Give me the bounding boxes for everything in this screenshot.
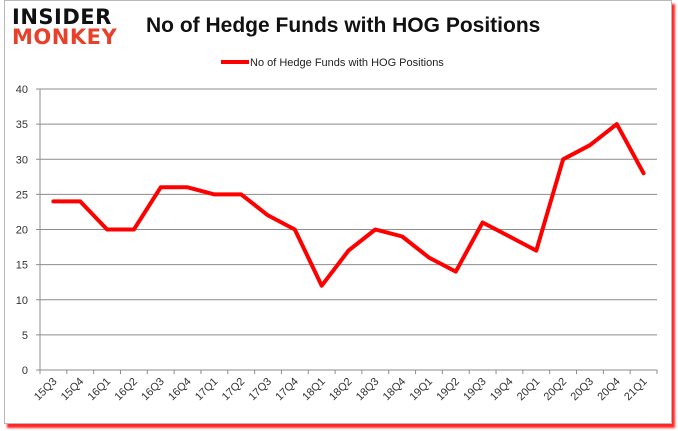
x-tick-label: 20Q3 (569, 376, 597, 404)
x-tick-label: 17Q4 (273, 376, 301, 404)
y-tick-label: 5 (22, 330, 28, 342)
y-tick-label: 25 (16, 189, 28, 201)
x-tick-label: 20Q1 (515, 376, 543, 404)
x-tick-label: 16Q4 (166, 376, 194, 404)
y-tick-label: 40 (16, 84, 28, 96)
x-tick-label: 18Q2 (327, 376, 355, 404)
y-tick-label: 0 (22, 365, 28, 377)
insider-monkey-logo: INSIDER MONKEY (12, 5, 118, 49)
x-axis: 15Q3 15Q4 16Q1 16Q2 16Q3 16Q4 17Q1 17Q2 17Q3 17Q4… (32, 369, 658, 404)
x-tick-label: 19Q2 (434, 376, 462, 404)
legend: No of Hedge Funds with HOG Positions (221, 57, 444, 69)
series-line (51, 122, 646, 288)
chart-title: No of Hedge Funds with HOG Positions (146, 14, 541, 37)
x-tick-label: 15Q3 (32, 376, 60, 404)
x-tick-label: 18Q4 (381, 376, 409, 404)
y-tick-label: 20 (16, 225, 28, 237)
x-tick-label: 19Q1 (408, 376, 436, 404)
x-tick-label: 17Q2 (220, 376, 248, 404)
logo-line-2: MONKEY (12, 25, 118, 49)
y-axis: 0 5 10 15 20 25 30 35 40 (16, 84, 41, 377)
x-tick-label: 18Q1 (300, 376, 328, 404)
x-tick-label: 17Q3 (247, 376, 275, 404)
x-tick-label: 16Q2 (112, 376, 140, 404)
y-tick-label: 35 (16, 119, 28, 131)
y-tick-label: 10 (16, 295, 28, 307)
y-tick-label: 30 (16, 154, 28, 166)
x-tick-label: 19Q4 (488, 376, 516, 404)
x-tick-label: 16Q3 (139, 376, 167, 404)
x-tick-label: 17Q1 (193, 376, 221, 404)
x-tick-label: 15Q4 (59, 376, 87, 404)
x-tick-label: 20Q4 (595, 376, 623, 404)
legend-label: No of Hedge Funds with HOG Positions (250, 57, 444, 69)
x-tick-label: 19Q3 (461, 376, 489, 404)
x-tick-label: 16Q1 (86, 376, 114, 404)
y-tick-label: 15 (16, 260, 28, 272)
x-tick-label: 18Q3 (354, 376, 382, 404)
x-tick-label: 21Q1 (622, 376, 650, 404)
chart-card (4, 0, 672, 424)
x-tick-label: 20Q2 (542, 376, 570, 404)
gridlines (40, 88, 657, 336)
logo-line-1: INSIDER (12, 5, 112, 29)
